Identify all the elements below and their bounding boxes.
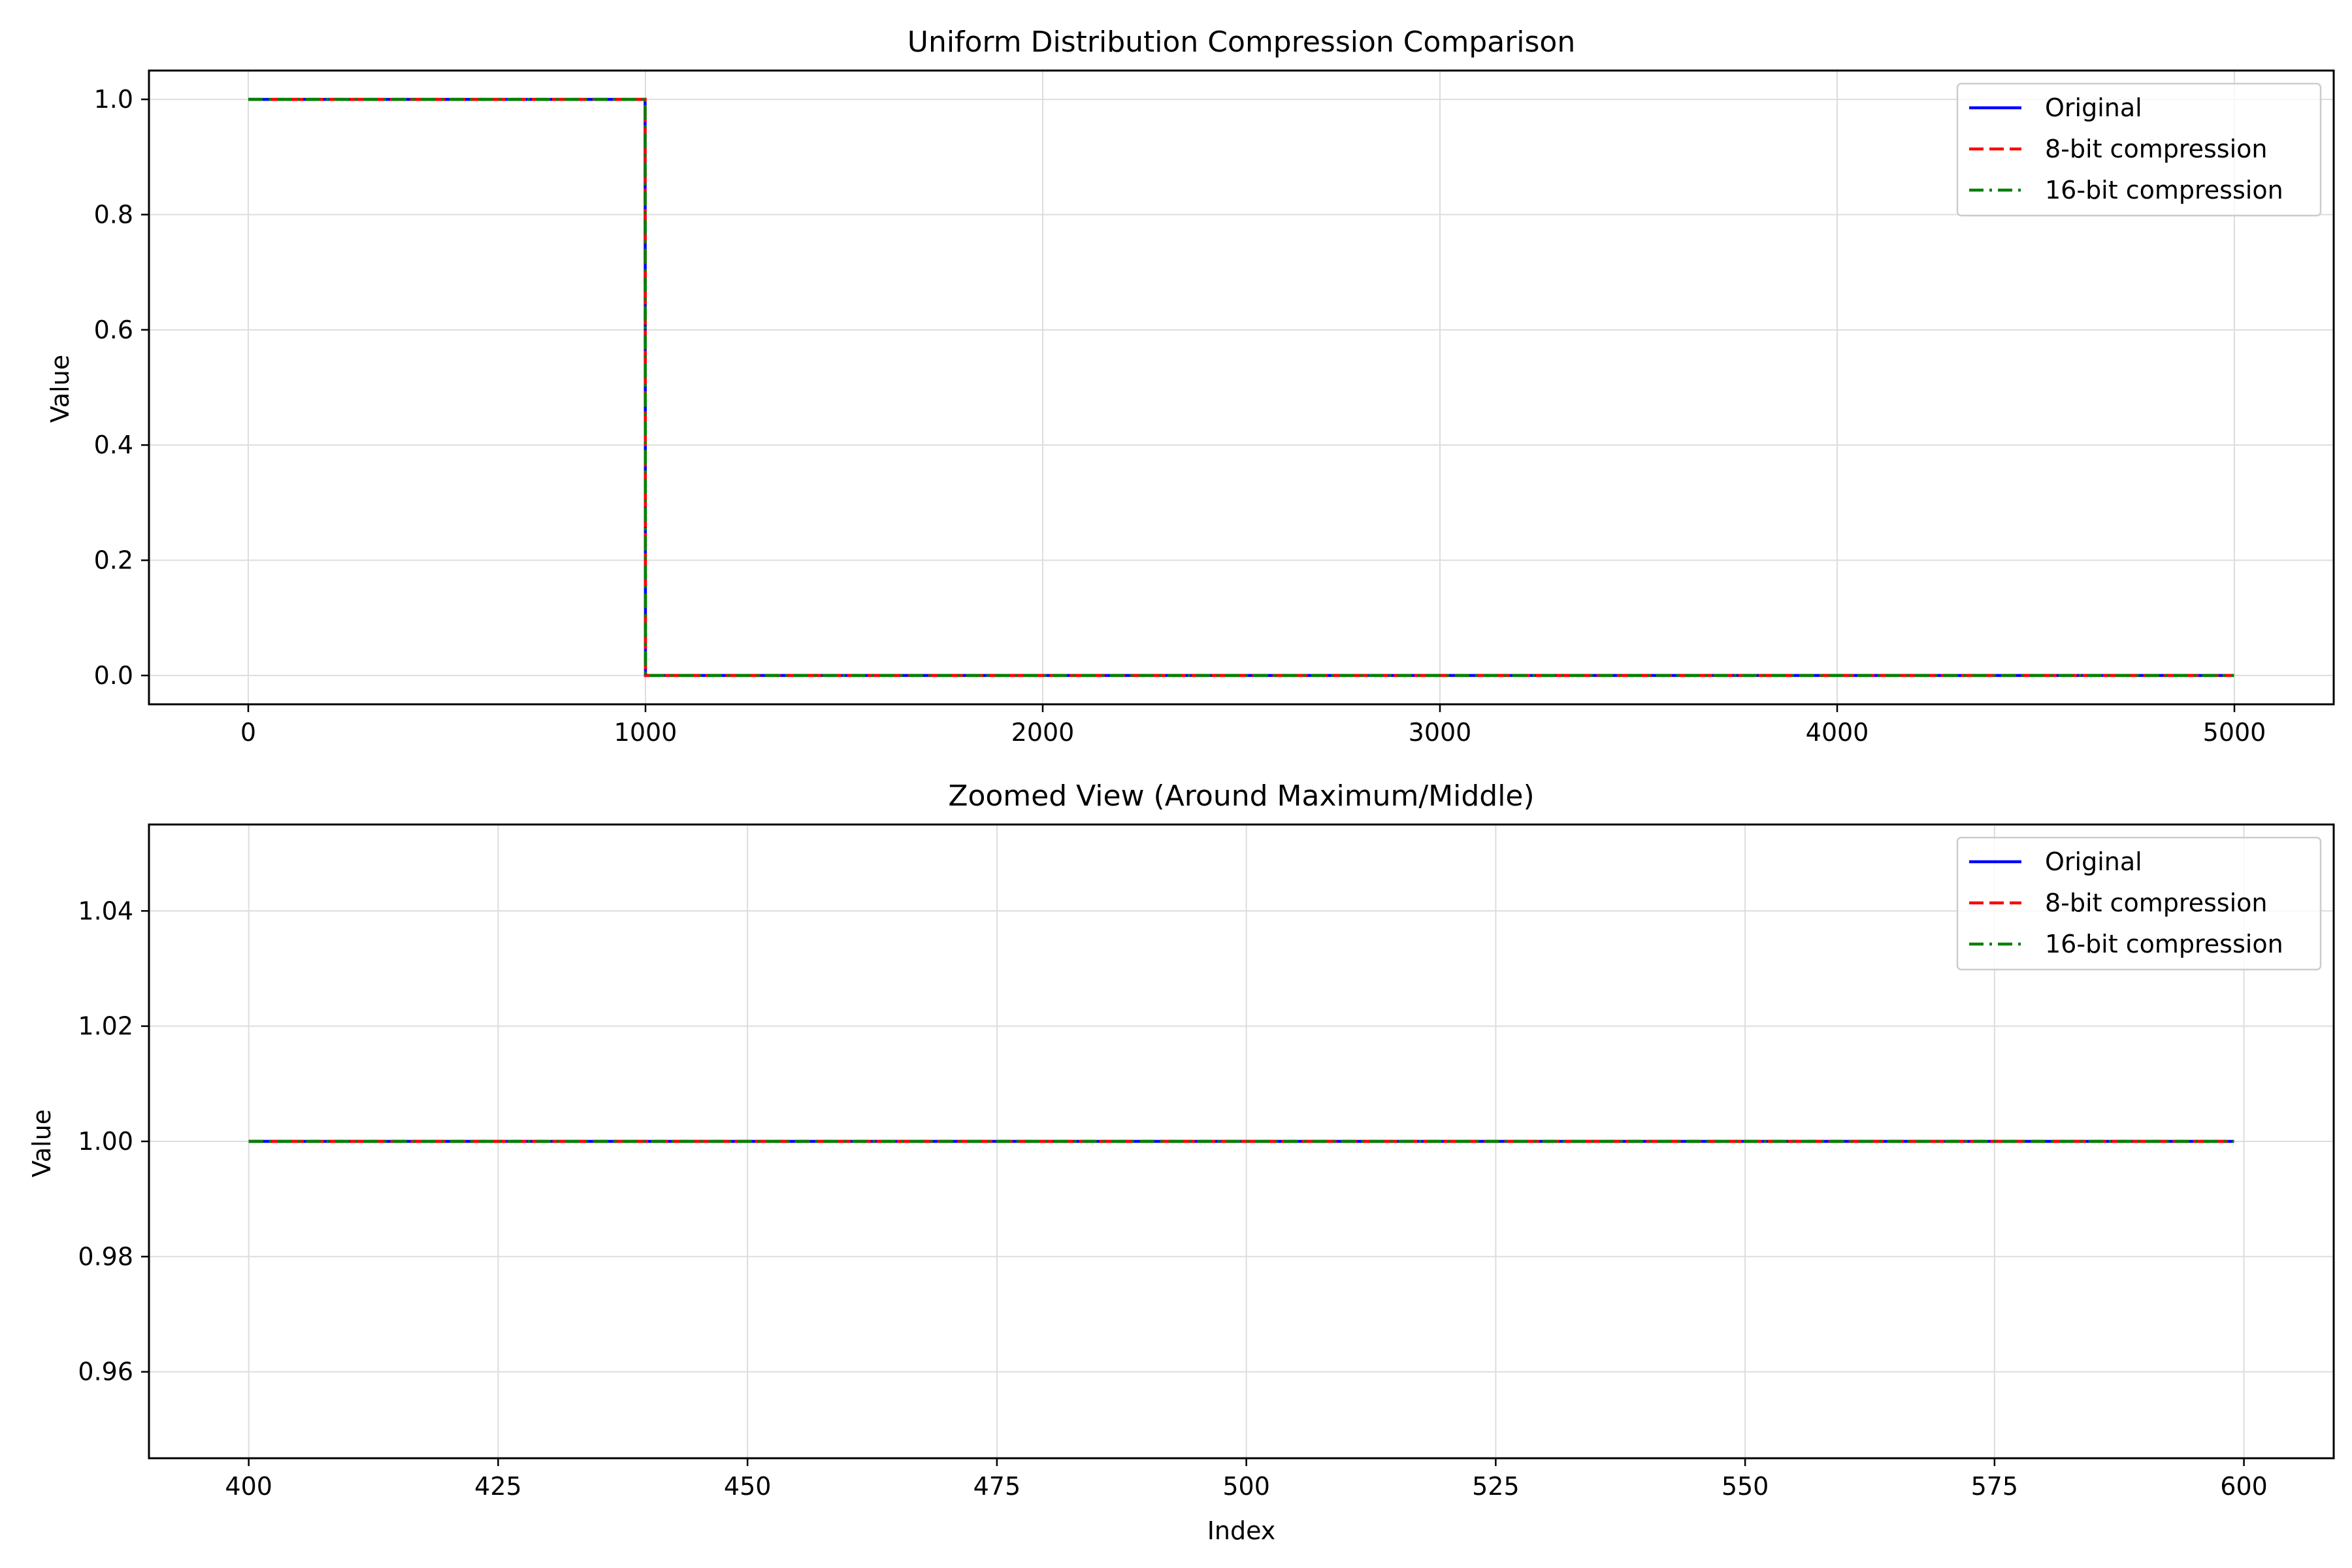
x-tick-label: 450 <box>724 1472 772 1501</box>
y-tick-label: 1.0 <box>94 85 133 114</box>
y-tick-label: 0.0 <box>94 661 133 690</box>
x-tick-label: 3000 <box>1409 718 1472 747</box>
chart-panel-top: Uniform Distribution Compression Compari… <box>46 25 2335 747</box>
x-tick-label: 0 <box>240 718 256 747</box>
chart-title: Uniform Distribution Compression Compari… <box>907 25 1576 59</box>
legend: Original 8-bit compression 16-bit compress… <box>1956 836 2322 971</box>
y-tick-label: 1.02 <box>78 1012 133 1041</box>
x-tick-label: 575 <box>1971 1472 2019 1501</box>
chart-panel-bottom: Zoomed View (Around Maximum/Middle) Valu… <box>27 779 2335 1545</box>
x-tick-label: 425 <box>474 1472 522 1501</box>
legend-label: 8-bit compression <box>2045 135 2267 163</box>
legend-label: 8-bit compression <box>2045 889 2267 917</box>
y-tick-label: 0.4 <box>94 431 133 459</box>
plot-frame <box>148 69 2335 706</box>
x-tick-label: 400 <box>225 1472 272 1501</box>
legend-label: Original <box>2045 93 2142 122</box>
legend-label: Original <box>2045 847 2142 876</box>
x-tick-label: 475 <box>973 1472 1021 1501</box>
y-tick-label: 0.8 <box>94 200 133 229</box>
y-tick-label: 0.2 <box>94 546 133 575</box>
legend-box <box>1956 836 2322 971</box>
x-tick-label: 500 <box>1222 1472 1270 1501</box>
x-axis-label: Index <box>1207 1516 1276 1545</box>
x-tick-label: 1000 <box>614 718 678 747</box>
y-tick-label: 0.98 <box>78 1242 133 1271</box>
x-tick-label: 600 <box>2220 1472 2268 1501</box>
chart-title: Zoomed View (Around Maximum/Middle) <box>948 779 1534 813</box>
y-tick-label: 0.6 <box>94 316 133 344</box>
x-tick-label: 4000 <box>1806 718 1869 747</box>
x-tick-label: 5000 <box>2203 718 2266 747</box>
y-tick-label: 1.00 <box>78 1127 133 1156</box>
series-line-3 <box>248 97 2234 678</box>
y-tick-label: 0.96 <box>78 1358 133 1386</box>
y-axis-label: Value <box>27 1109 56 1177</box>
x-tick-label: 2000 <box>1011 718 1075 747</box>
legend-box <box>1956 82 2322 217</box>
y-axis-label: Value <box>46 355 74 423</box>
legend-label: 16-bit compression <box>2045 930 2283 958</box>
legend: Original 8-bit compression 16-bit compress… <box>1956 82 2322 217</box>
legend-label: 16-bit compression <box>2045 176 2283 204</box>
x-tick-label: 525 <box>1472 1472 1520 1501</box>
x-tick-label: 550 <box>1722 1472 1769 1501</box>
y-tick-label: 1.04 <box>78 896 133 925</box>
